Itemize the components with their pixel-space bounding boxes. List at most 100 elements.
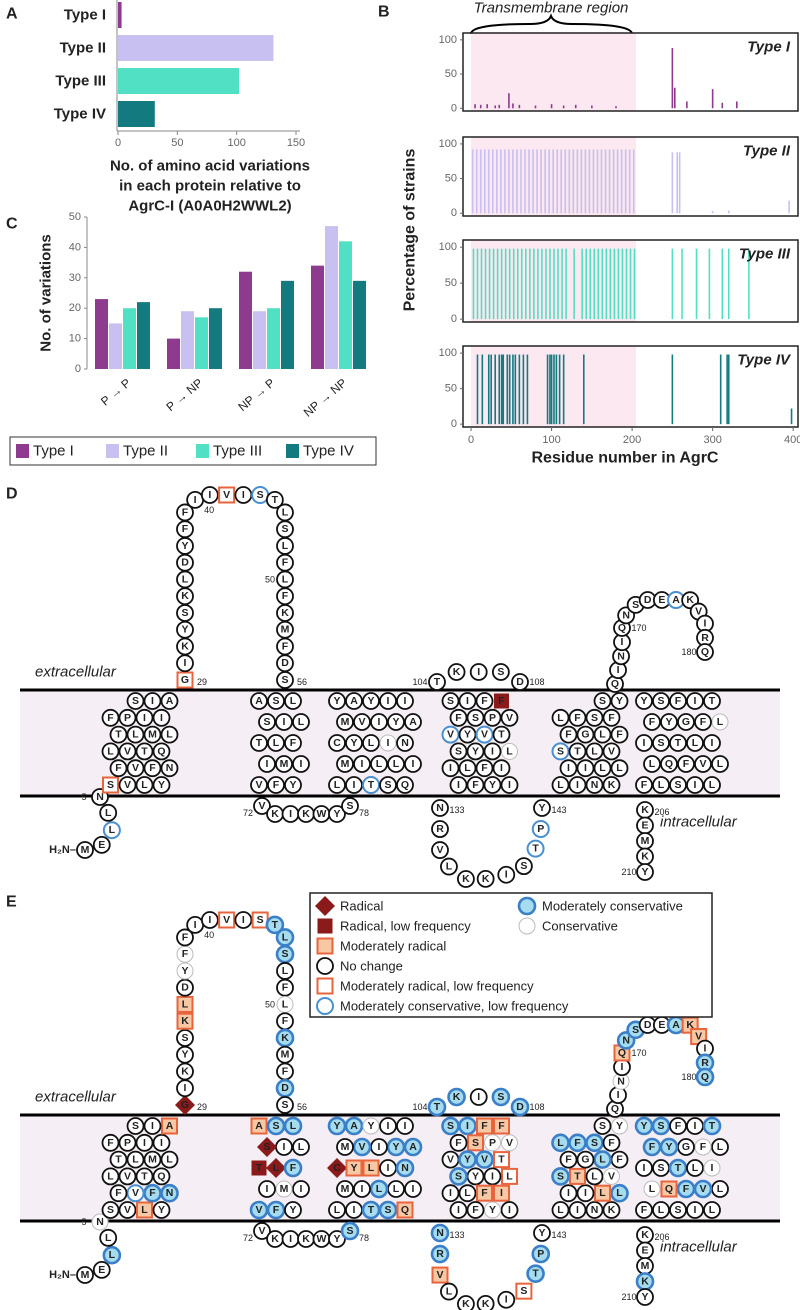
residue-circle bbox=[568, 742, 587, 761]
residue-circle bbox=[635, 692, 653, 710]
residue-letter: I bbox=[621, 636, 624, 648]
residue-circle bbox=[669, 734, 687, 752]
residue-letter: D bbox=[181, 982, 189, 994]
bar bbox=[605, 248, 608, 320]
residue-letter: I bbox=[300, 758, 303, 770]
residue-letter: L bbox=[717, 758, 724, 770]
bar bbox=[585, 248, 588, 320]
y-tick-label: 0 bbox=[451, 313, 457, 325]
residue-letter: I bbox=[387, 1120, 390, 1132]
bar bbox=[555, 354, 558, 425]
residue-letter: F bbox=[700, 1141, 707, 1153]
residue-letter: D bbox=[644, 594, 652, 606]
bar bbox=[167, 338, 180, 369]
residue-circle bbox=[652, 776, 670, 794]
residue-circle bbox=[447, 1087, 466, 1107]
residue-letter: A bbox=[166, 695, 174, 707]
residue-letter: I bbox=[576, 779, 579, 791]
residue-circle bbox=[101, 1167, 120, 1186]
residue-letter: T bbox=[498, 729, 505, 741]
y-axis-label: Percentage of strains bbox=[402, 149, 419, 312]
residue-circle bbox=[143, 759, 162, 778]
residue-letter: F bbox=[282, 1065, 289, 1077]
bar bbox=[137, 302, 150, 369]
residue-letter: I bbox=[378, 716, 381, 728]
bar bbox=[671, 48, 674, 109]
residue-circle bbox=[475, 725, 494, 744]
residue-circle bbox=[457, 1295, 475, 1310]
brace bbox=[470, 13, 633, 35]
residue-letter: Y bbox=[333, 1120, 340, 1132]
residue-letter: Y bbox=[367, 1120, 374, 1132]
residue-letter: L bbox=[616, 762, 623, 774]
residue-circle bbox=[135, 1133, 154, 1152]
residue-letter: Y bbox=[640, 695, 647, 707]
residue-square bbox=[218, 911, 236, 929]
residue-circle bbox=[686, 734, 704, 752]
residue-letter: R bbox=[701, 632, 709, 644]
y-tick-label: 100 bbox=[439, 241, 457, 253]
residue-letter: F bbox=[149, 762, 156, 774]
residue-letter: V bbox=[436, 844, 443, 856]
residue-letter: F bbox=[107, 712, 114, 724]
residue-letter: I bbox=[643, 1162, 646, 1174]
residue-letter: F bbox=[616, 729, 623, 741]
residue-letter: I bbox=[353, 779, 356, 791]
y-tick-label: 50 bbox=[445, 383, 457, 395]
residue-circle bbox=[511, 673, 529, 691]
residue-letter: F bbox=[565, 729, 572, 741]
residue-circle bbox=[160, 692, 179, 710]
residue-circle bbox=[475, 1150, 494, 1169]
residue-circle bbox=[514, 857, 533, 876]
bar bbox=[548, 149, 550, 214]
residue-letter: S bbox=[657, 1162, 664, 1174]
residue-letter: E bbox=[641, 820, 648, 832]
residue-letter: I bbox=[289, 808, 292, 820]
bar bbox=[686, 101, 688, 109]
residue-number: 108 bbox=[529, 1102, 544, 1112]
bar bbox=[118, 68, 240, 94]
bar bbox=[487, 354, 490, 425]
residue-circle bbox=[76, 1266, 94, 1284]
residue-letter: I bbox=[584, 762, 587, 774]
residue-letter: K bbox=[641, 1229, 649, 1241]
bar bbox=[508, 93, 510, 109]
residue-letter: F bbox=[282, 590, 289, 602]
y-tick-label: 50 bbox=[445, 68, 457, 80]
residue-letter: E bbox=[98, 839, 105, 851]
residue-letter: Y bbox=[333, 695, 340, 707]
legend-item: Radical bbox=[315, 896, 383, 916]
residue-circle bbox=[660, 755, 678, 773]
residue-circle bbox=[533, 1224, 551, 1242]
residue-letter: V bbox=[258, 800, 265, 812]
residue-letter: L bbox=[282, 931, 289, 943]
x-axis-label: AgrC-I (A0A0H2WWL2) bbox=[128, 198, 291, 215]
residue-letter: L bbox=[658, 1204, 665, 1216]
residue-letter: S bbox=[263, 1141, 270, 1153]
residue-letter: K bbox=[641, 804, 649, 816]
bar bbox=[550, 104, 553, 109]
residue-letter: Y bbox=[641, 866, 648, 878]
bar bbox=[629, 248, 632, 320]
residue-letter: F bbox=[182, 948, 189, 960]
residue-circle bbox=[143, 1150, 162, 1169]
residue-letter: I bbox=[283, 716, 286, 728]
residue-circle bbox=[396, 734, 414, 752]
residue-circle bbox=[316, 997, 334, 1015]
bar bbox=[609, 248, 612, 320]
residue-letter: I bbox=[449, 762, 452, 774]
residue-circle bbox=[387, 713, 405, 731]
residue-letter: L bbox=[182, 998, 189, 1010]
residue-circle bbox=[602, 742, 621, 761]
legend-label: Type III bbox=[213, 443, 262, 460]
residue-letter: I bbox=[283, 1141, 286, 1153]
residue-circle bbox=[152, 708, 171, 727]
residue-circle bbox=[328, 776, 346, 794]
residue-letter: S bbox=[599, 695, 606, 707]
residue-letter: F bbox=[649, 1141, 656, 1153]
residue-circle bbox=[642, 1137, 662, 1157]
residue-circle bbox=[118, 708, 137, 727]
residue-letter: T bbox=[675, 1162, 682, 1174]
y-tick-label: 50 bbox=[445, 277, 457, 289]
